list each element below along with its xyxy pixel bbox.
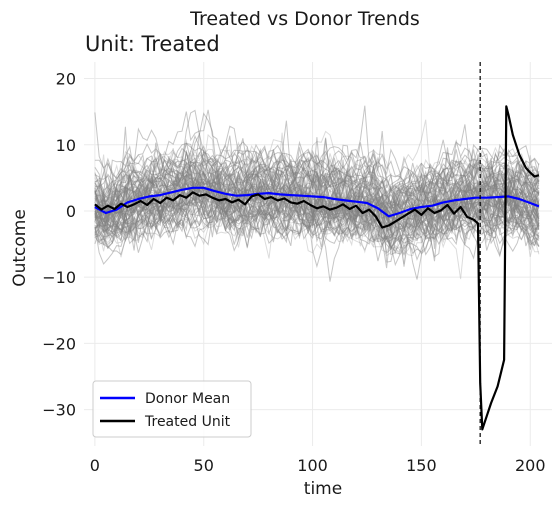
donor-series-line <box>94 141 539 214</box>
donor-series-line <box>94 155 540 224</box>
donor-series-line <box>94 145 540 209</box>
donor-series-line <box>94 171 540 250</box>
donor-series-line <box>94 164 540 224</box>
donor-series-line <box>94 190 539 240</box>
donor-series-line <box>94 151 540 243</box>
legend: Donor Mean Treated Unit <box>92 380 252 438</box>
donor-series-line <box>94 172 540 231</box>
donor-series-line <box>94 165 540 240</box>
donor-series-line <box>94 182 540 231</box>
donor-series-line <box>94 105 540 189</box>
donor-series-line <box>94 152 540 226</box>
y-tick-label: −30 <box>42 401 76 420</box>
donor-series-line <box>94 141 540 211</box>
donor-series-line <box>94 167 540 214</box>
donor-series-line <box>94 158 540 224</box>
x-axis-label: time <box>304 479 342 499</box>
y-tick-label: 20 <box>56 70 76 89</box>
donor-series-line <box>94 177 540 255</box>
donor-series-line <box>94 157 540 199</box>
donor-series-line <box>94 194 540 257</box>
x-tick-label: 150 <box>406 456 437 475</box>
donor-series-line <box>94 150 540 269</box>
donor-series-group <box>94 105 540 282</box>
donor-series-line <box>94 195 540 262</box>
x-tick-label: 50 <box>194 456 214 475</box>
donor-series-line <box>94 150 540 207</box>
legend-label-donor-mean: Donor Mean <box>145 391 230 407</box>
donor-series-line <box>94 189 540 263</box>
x-tick-label: 0 <box>90 456 100 475</box>
donor-series-line <box>94 184 540 253</box>
donor-series-line <box>94 149 540 208</box>
legend-label-treated-unit: Treated Unit <box>144 414 231 430</box>
donor-series-line <box>94 147 540 230</box>
donor-series-line <box>94 159 540 251</box>
y-tick-label: 0 <box>66 202 76 221</box>
donor-series-line <box>94 195 540 255</box>
donor-series-line <box>94 184 540 267</box>
donor-series-line <box>94 158 540 206</box>
legend-box <box>92 380 252 438</box>
donor-series-line <box>94 172 540 240</box>
donor-series-line <box>94 109 540 224</box>
donor-series-line <box>94 171 540 241</box>
donor-series-line <box>94 188 540 251</box>
donor-series-line <box>94 132 540 219</box>
donor-series-line <box>94 109 540 206</box>
main-series-group <box>94 105 540 431</box>
y-tick-label: −20 <box>42 334 76 353</box>
donor-series-line <box>94 178 540 237</box>
donor-series-line <box>94 176 540 259</box>
donor-series-line <box>94 206 539 252</box>
donor-series-line <box>94 159 540 243</box>
donor-series-line <box>94 191 540 258</box>
donor-series-line <box>94 211 539 280</box>
donor-series-line <box>94 156 540 251</box>
donor-series-line <box>94 186 540 236</box>
donor-series-line <box>94 135 540 217</box>
donor-series-line <box>94 178 540 231</box>
y-tick-label: 10 <box>56 136 76 155</box>
donor-series-line <box>94 156 540 231</box>
donor-series-line <box>94 142 540 212</box>
donor-series-line <box>94 154 540 226</box>
x-tick-label: 100 <box>297 456 328 475</box>
donor-series-line <box>94 169 540 236</box>
donor-series-line <box>94 158 540 240</box>
donor-series-line <box>94 163 540 226</box>
donor-series-line <box>94 163 540 250</box>
donor-series-line <box>94 193 539 237</box>
donor-series-line <box>94 180 540 249</box>
chart-title: Treated vs Donor Trends <box>189 8 420 30</box>
donor-series-line <box>94 120 540 210</box>
donor-series-line <box>94 203 540 257</box>
donor-series-line <box>94 183 540 232</box>
donor-series-line <box>94 158 540 212</box>
donor-series-line <box>94 178 540 248</box>
donor-series-line <box>94 194 540 262</box>
donor-series-line <box>94 142 540 207</box>
treated-unit-line <box>94 105 540 431</box>
x-tick-label: 200 <box>515 456 546 475</box>
donor-series-line <box>94 132 540 243</box>
donor-series-line <box>94 119 540 210</box>
chart-subtitle: Unit: Treated <box>85 32 220 56</box>
donor-series-line <box>94 168 540 244</box>
y-axis-label: Outcome <box>10 209 30 287</box>
donor-series-line <box>94 112 540 198</box>
y-tick-label: −10 <box>42 268 76 287</box>
donor-mean-line <box>94 186 540 218</box>
donor-series-line <box>94 138 540 210</box>
donor-series-line <box>94 162 540 252</box>
donor-series-line <box>94 178 540 236</box>
donor-series-line <box>94 151 540 232</box>
donor-series-line <box>94 148 540 194</box>
donor-series-line <box>94 197 540 265</box>
donor-series-line <box>94 178 540 249</box>
donor-series-line <box>94 174 540 280</box>
